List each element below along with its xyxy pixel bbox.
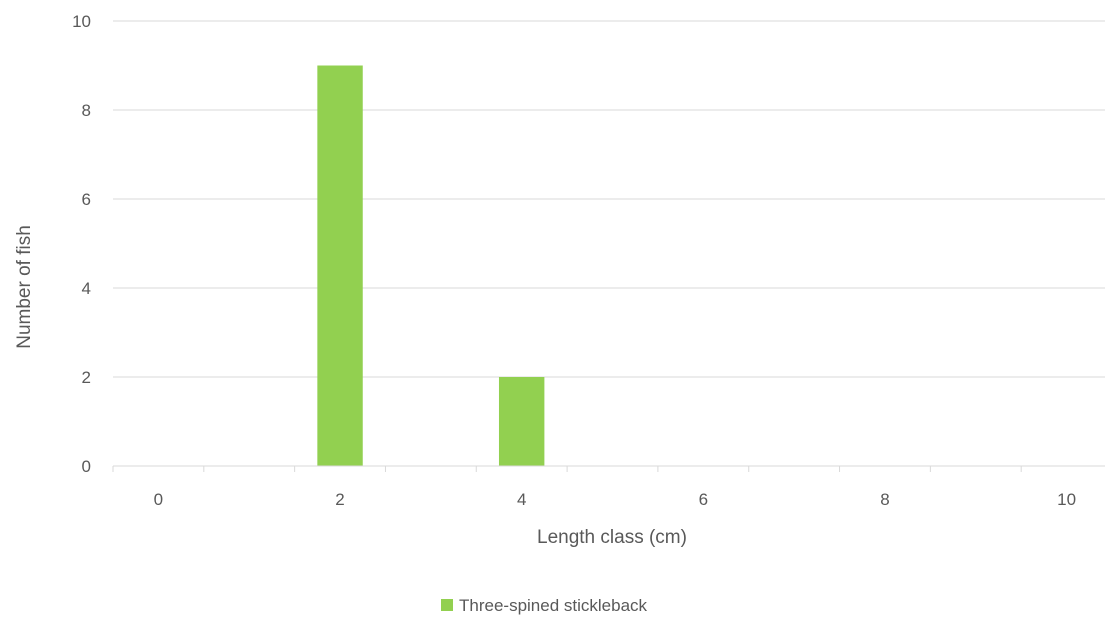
y-tick-label: 2 <box>82 368 91 387</box>
x-tick-label: 0 <box>154 490 163 509</box>
legend: Three-spined stickleback <box>441 596 648 615</box>
x-tick-label: 4 <box>517 490 526 509</box>
x-tick-label: 10 <box>1057 490 1076 509</box>
x-tick-label: 2 <box>335 490 344 509</box>
y-tick-label: 0 <box>82 457 91 476</box>
y-tick-label: 10 <box>72 12 91 31</box>
x-tick-label: 8 <box>880 490 889 509</box>
y-tick-label: 8 <box>82 101 91 120</box>
x-tick-label: 6 <box>699 490 708 509</box>
bars <box>317 65 545 466</box>
legend-swatch <box>441 599 453 611</box>
x-axis-title: Length class (cm) <box>537 527 687 548</box>
y-tick-labels: 0 2 4 6 8 10 <box>72 12 91 476</box>
x-tick-labels: 0 2 4 6 8 10 <box>154 490 1076 509</box>
y-gridlines <box>113 20 1105 378</box>
y-tick-label: 4 <box>82 279 91 298</box>
legend-label: Three-spined stickleback <box>459 596 648 615</box>
y-axis-title: Number of fish <box>14 225 35 349</box>
x-axis <box>112 465 1105 472</box>
bar <box>317 65 363 466</box>
y-tick-label: 6 <box>82 190 91 209</box>
bar <box>498 377 545 466</box>
